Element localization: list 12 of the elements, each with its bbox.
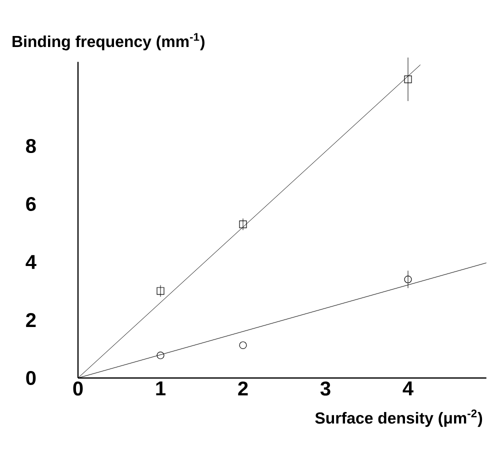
x-tick-label: 2	[238, 382, 248, 396]
x-tick-label: 1	[156, 382, 166, 396]
x-axis-title: Surface density (μm$^{-2}$)	[315, 410, 482, 427]
y-tick-label: 6	[26, 196, 36, 212]
y-tick-label: 2	[26, 313, 36, 327]
x-tick-label: 4	[402, 382, 414, 396]
y-tick-label: 0	[26, 370, 36, 386]
y-axis-title: Binding frequency (mm$^{-1}$)	[12, 33, 204, 50]
y-tick-label: 8	[26, 138, 36, 154]
x-tick-label: 0	[73, 382, 83, 396]
x-tick-label: 3	[320, 382, 330, 396]
y-tick-label: 4	[26, 255, 36, 269]
